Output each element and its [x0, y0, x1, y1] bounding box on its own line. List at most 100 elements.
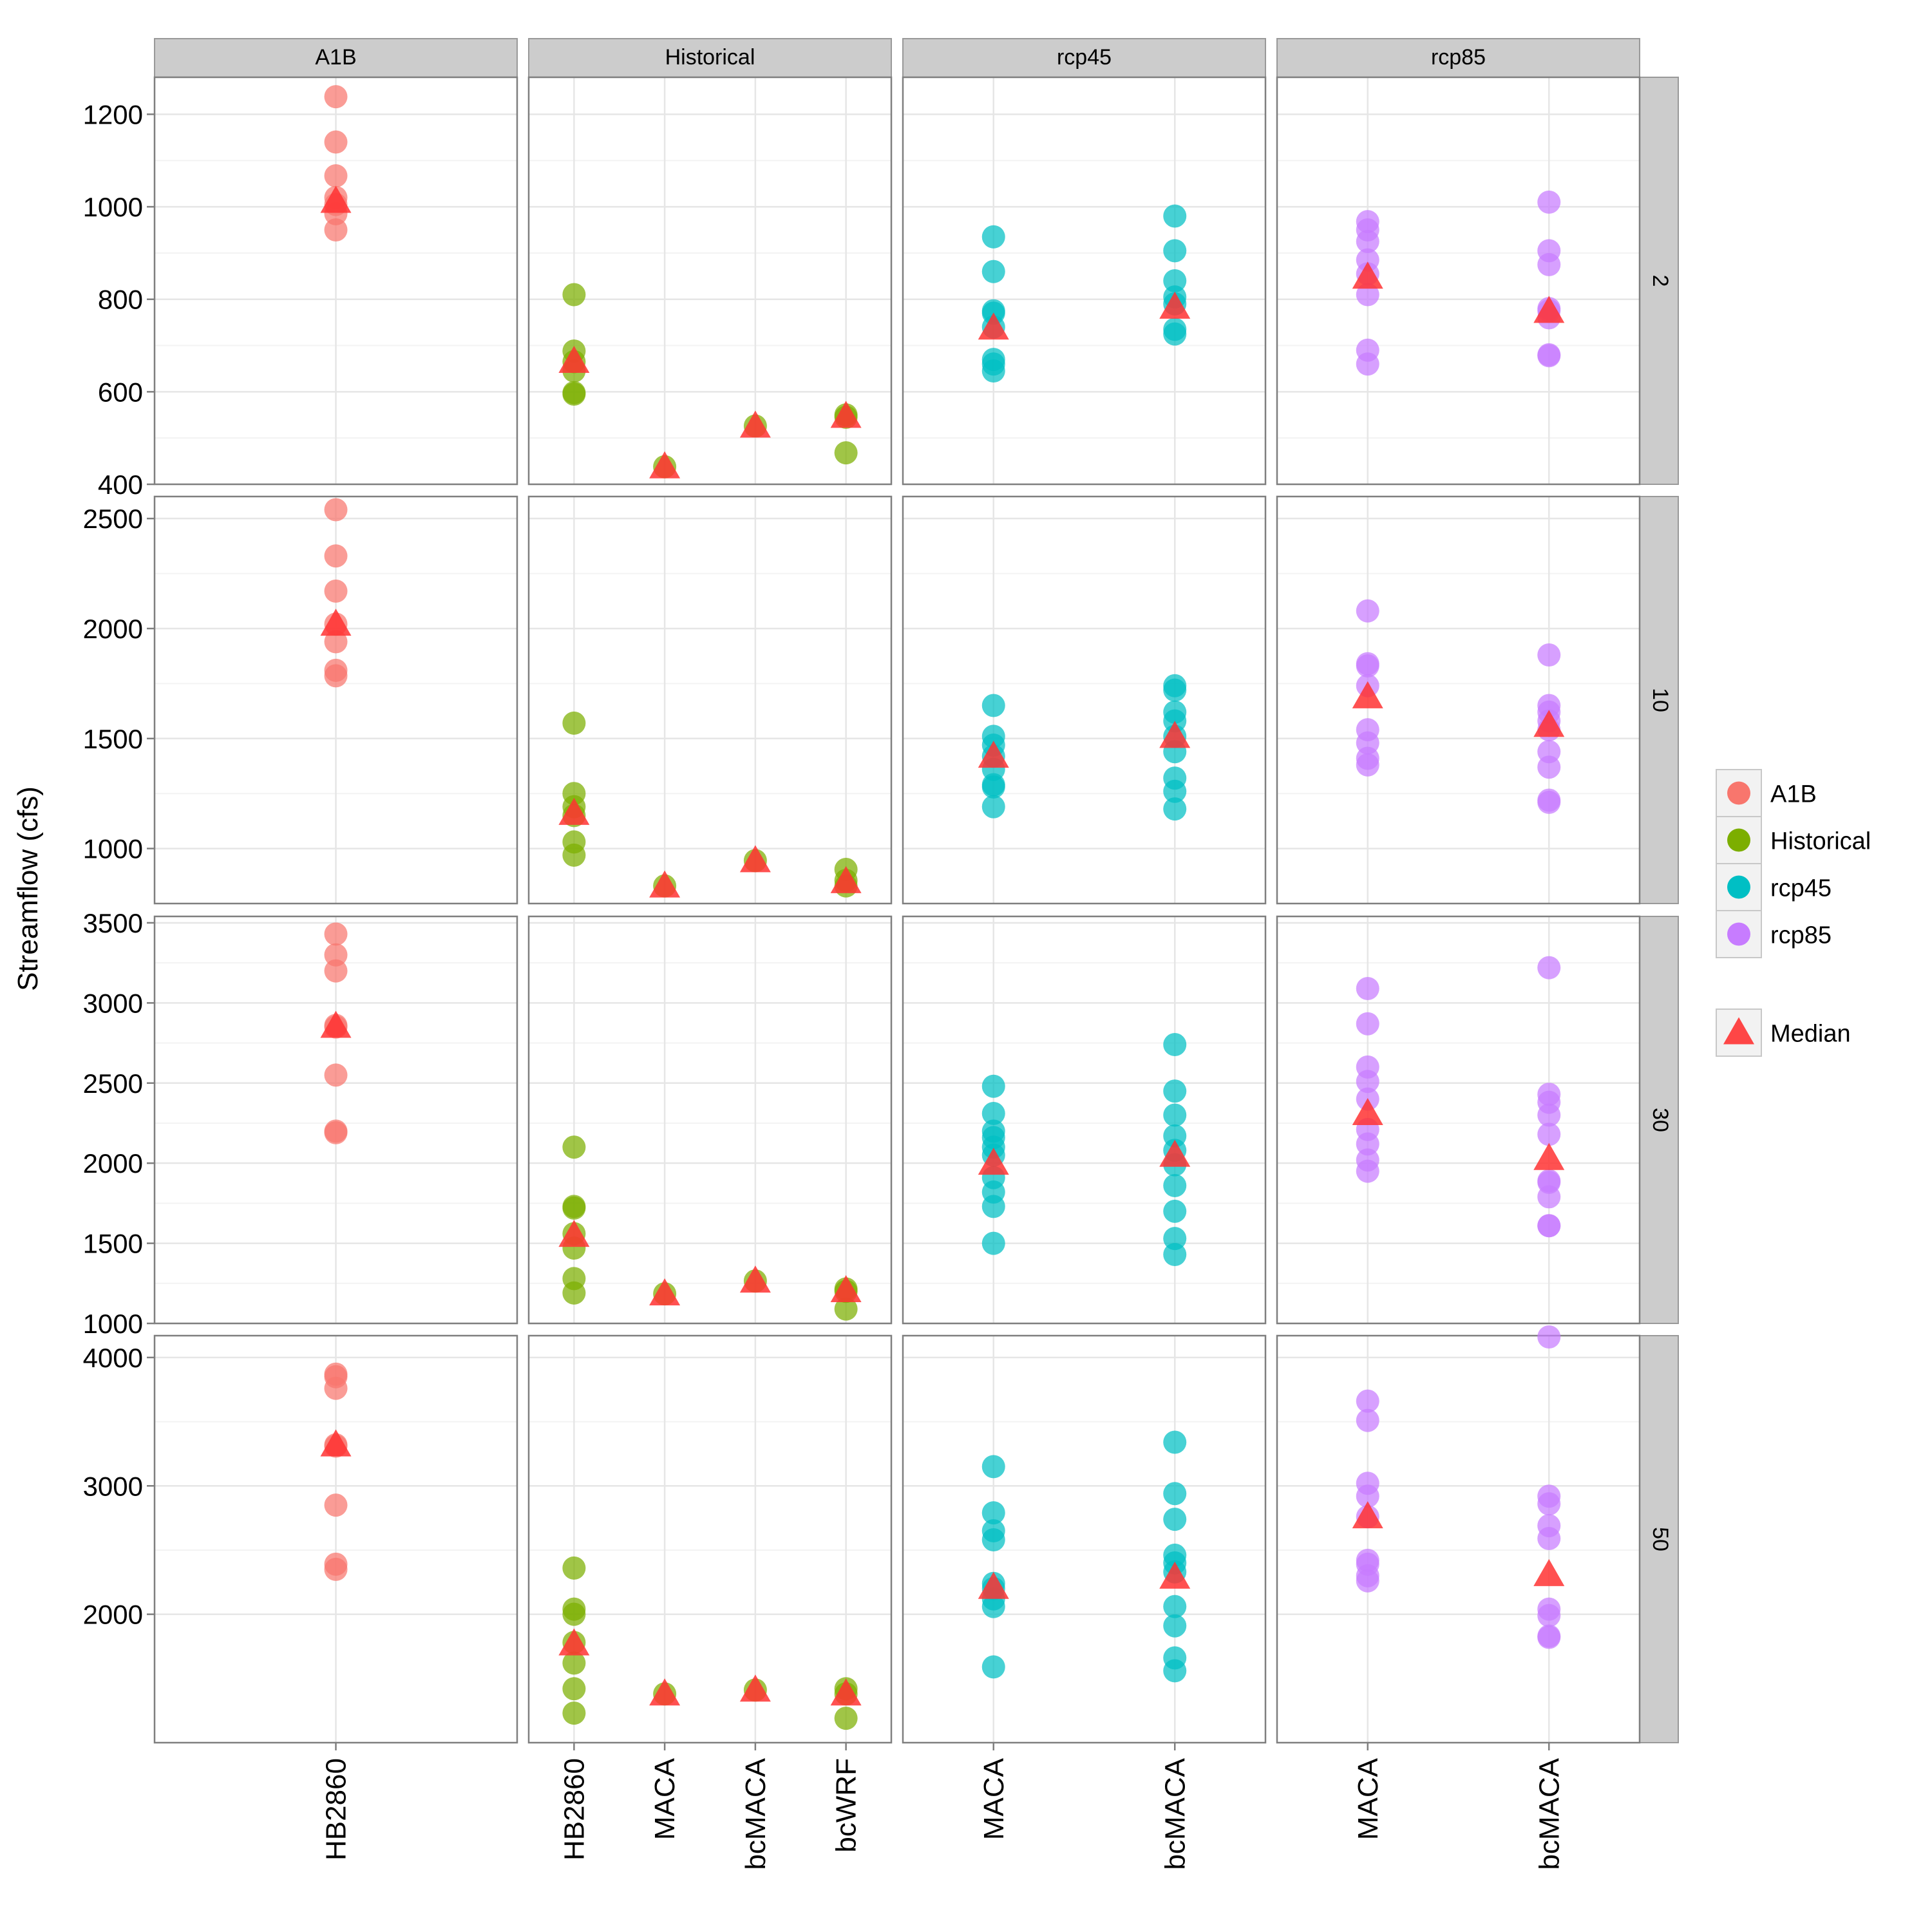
x-tick-label: bcWRF	[831, 1758, 862, 1853]
data-point	[1537, 1527, 1560, 1550]
legend-symbol	[1727, 876, 1750, 899]
data-point	[1163, 679, 1186, 702]
legend-symbol	[1727, 782, 1750, 805]
x-tick-label: HB2860	[321, 1758, 352, 1861]
data-point	[1537, 956, 1560, 980]
data-point	[1163, 1615, 1186, 1638]
panel-background	[529, 916, 891, 1323]
data-point	[1537, 191, 1560, 214]
data-point	[1537, 755, 1560, 779]
y-tick-label: 1200	[83, 99, 143, 129]
column-strip-label: A1B	[315, 45, 356, 70]
data-point	[562, 1677, 585, 1700]
data-point	[1537, 1604, 1560, 1627]
data-point	[1356, 1569, 1379, 1593]
data-point	[562, 1197, 585, 1220]
data-point	[982, 795, 1005, 819]
data-point	[325, 1377, 348, 1400]
x-tick-label: bcMACA	[1533, 1757, 1565, 1870]
y-tick-label: 600	[98, 377, 143, 407]
faceted-scatter-chart: Streamflow (cfs) A1B Historical rcp45 rcp85…	[0, 0, 1932, 1932]
column-strip-label: rcp85	[1431, 45, 1486, 70]
data-point	[982, 694, 1005, 717]
y-tick-label: 1000	[83, 1309, 143, 1339]
data-point	[1163, 1174, 1186, 1197]
data-point	[1163, 204, 1186, 227]
legend-label: rcp85	[1770, 922, 1832, 949]
y-tick-label: 1500	[83, 1229, 143, 1259]
data-point	[562, 1603, 585, 1626]
legend-symbol	[1727, 829, 1750, 852]
data-point	[1163, 797, 1186, 820]
panel-background	[903, 77, 1265, 484]
column-strip-label: rcp45	[1057, 45, 1112, 70]
data-point	[1163, 1033, 1186, 1056]
data-point	[1537, 643, 1560, 667]
data-point	[1356, 1160, 1379, 1183]
data-point	[1163, 239, 1186, 262]
x-tick-label: HB2860	[558, 1758, 590, 1861]
data-point	[982, 1455, 1005, 1478]
data-point	[1537, 253, 1560, 276]
data-point	[1537, 1626, 1560, 1649]
y-tick-label: 400	[98, 469, 143, 500]
panel-background	[1277, 497, 1640, 904]
data-point	[982, 775, 1005, 799]
data-point	[982, 1195, 1005, 1218]
x-tick-label: bcMACA	[740, 1757, 772, 1870]
y-tick-label: 1500	[83, 724, 143, 754]
data-point	[325, 164, 348, 187]
y-tick-label: 2000	[83, 614, 143, 644]
y-tick-label: 3000	[83, 1471, 143, 1501]
row-strip-label: 2	[1648, 275, 1672, 287]
panel-background	[903, 497, 1265, 904]
data-point	[982, 225, 1005, 249]
legend-median-label: Median	[1770, 1021, 1851, 1048]
panel-background	[1277, 77, 1640, 484]
y-tick-label: 800	[98, 285, 143, 315]
data-point	[325, 1121, 348, 1144]
y-tick-label: 3000	[83, 988, 143, 1018]
data-point	[562, 712, 585, 735]
y-axis-title: Streamflow (cfs)	[12, 786, 44, 991]
legend-symbol	[1727, 923, 1750, 946]
data-point	[1537, 344, 1560, 367]
y-tick-label: 2500	[83, 504, 143, 534]
y-tick-label: 3500	[83, 908, 143, 938]
column-strip-label: Historical	[665, 45, 755, 70]
data-point	[982, 260, 1005, 283]
data-point	[1356, 600, 1379, 623]
data-point	[835, 441, 858, 464]
x-tick-label: MACA	[978, 1757, 1010, 1840]
row-strip-label: 50	[1648, 1527, 1672, 1551]
data-point	[982, 359, 1005, 383]
data-point	[562, 1135, 585, 1159]
data-point	[1356, 654, 1379, 677]
y-tick-label: 1000	[83, 834, 143, 864]
data-point	[325, 922, 348, 945]
data-point	[1537, 1122, 1560, 1146]
data-point	[1537, 1492, 1560, 1515]
panel-background	[1277, 1336, 1640, 1743]
panel-background	[903, 1336, 1265, 1743]
data-point	[562, 844, 585, 867]
data-point	[562, 283, 585, 307]
data-point	[325, 1558, 348, 1581]
data-point	[982, 1075, 1005, 1098]
y-tick-label: 2000	[83, 1600, 143, 1630]
data-point	[562, 383, 585, 406]
y-tick-label: 2500	[83, 1068, 143, 1099]
data-point	[325, 664, 348, 687]
data-point	[562, 1282, 585, 1305]
data-point	[1163, 1079, 1186, 1103]
panel-background	[1277, 916, 1640, 1323]
data-point	[1537, 1325, 1560, 1349]
data-point	[325, 85, 348, 108]
data-point	[835, 1707, 858, 1730]
data-point	[1163, 1243, 1186, 1266]
data-point	[1356, 977, 1379, 1000]
y-tick-label: 2000	[83, 1148, 143, 1179]
data-point	[1163, 1659, 1186, 1682]
y-tick-label: 4000	[83, 1343, 143, 1373]
data-point	[1356, 753, 1379, 777]
